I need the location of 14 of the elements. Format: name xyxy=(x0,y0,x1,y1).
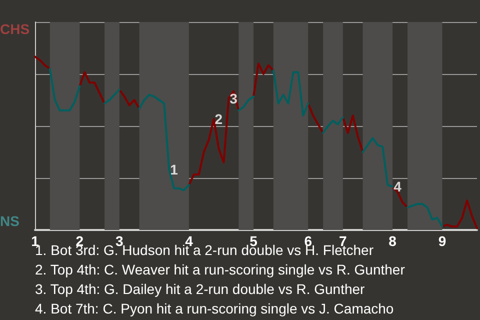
x-tick-label: 8 xyxy=(388,233,397,249)
x-tick-label: 5 xyxy=(250,233,258,249)
text: 4. Bot 7th: C. Pyon hit a run-scoring single vs J. Camacho xyxy=(35,300,394,316)
annotation: 2 xyxy=(214,111,223,128)
text: 2. Top 4th: C. Weaver hit a run-scoring single vs R. Gunther xyxy=(35,262,406,278)
text: CHS xyxy=(0,21,30,37)
x-tick-label: 9 xyxy=(438,233,446,249)
annotation: 4 xyxy=(394,178,402,195)
text: 3. Top 4th: G. Dailey hit a 2-run double vs R. Gunther xyxy=(35,281,366,297)
annotation: 1 xyxy=(170,161,178,178)
annotation: 3 xyxy=(230,90,238,106)
x-tick-label: 6 xyxy=(304,233,312,249)
text: NS xyxy=(0,213,20,229)
x-tick-label: 3 xyxy=(116,233,124,249)
